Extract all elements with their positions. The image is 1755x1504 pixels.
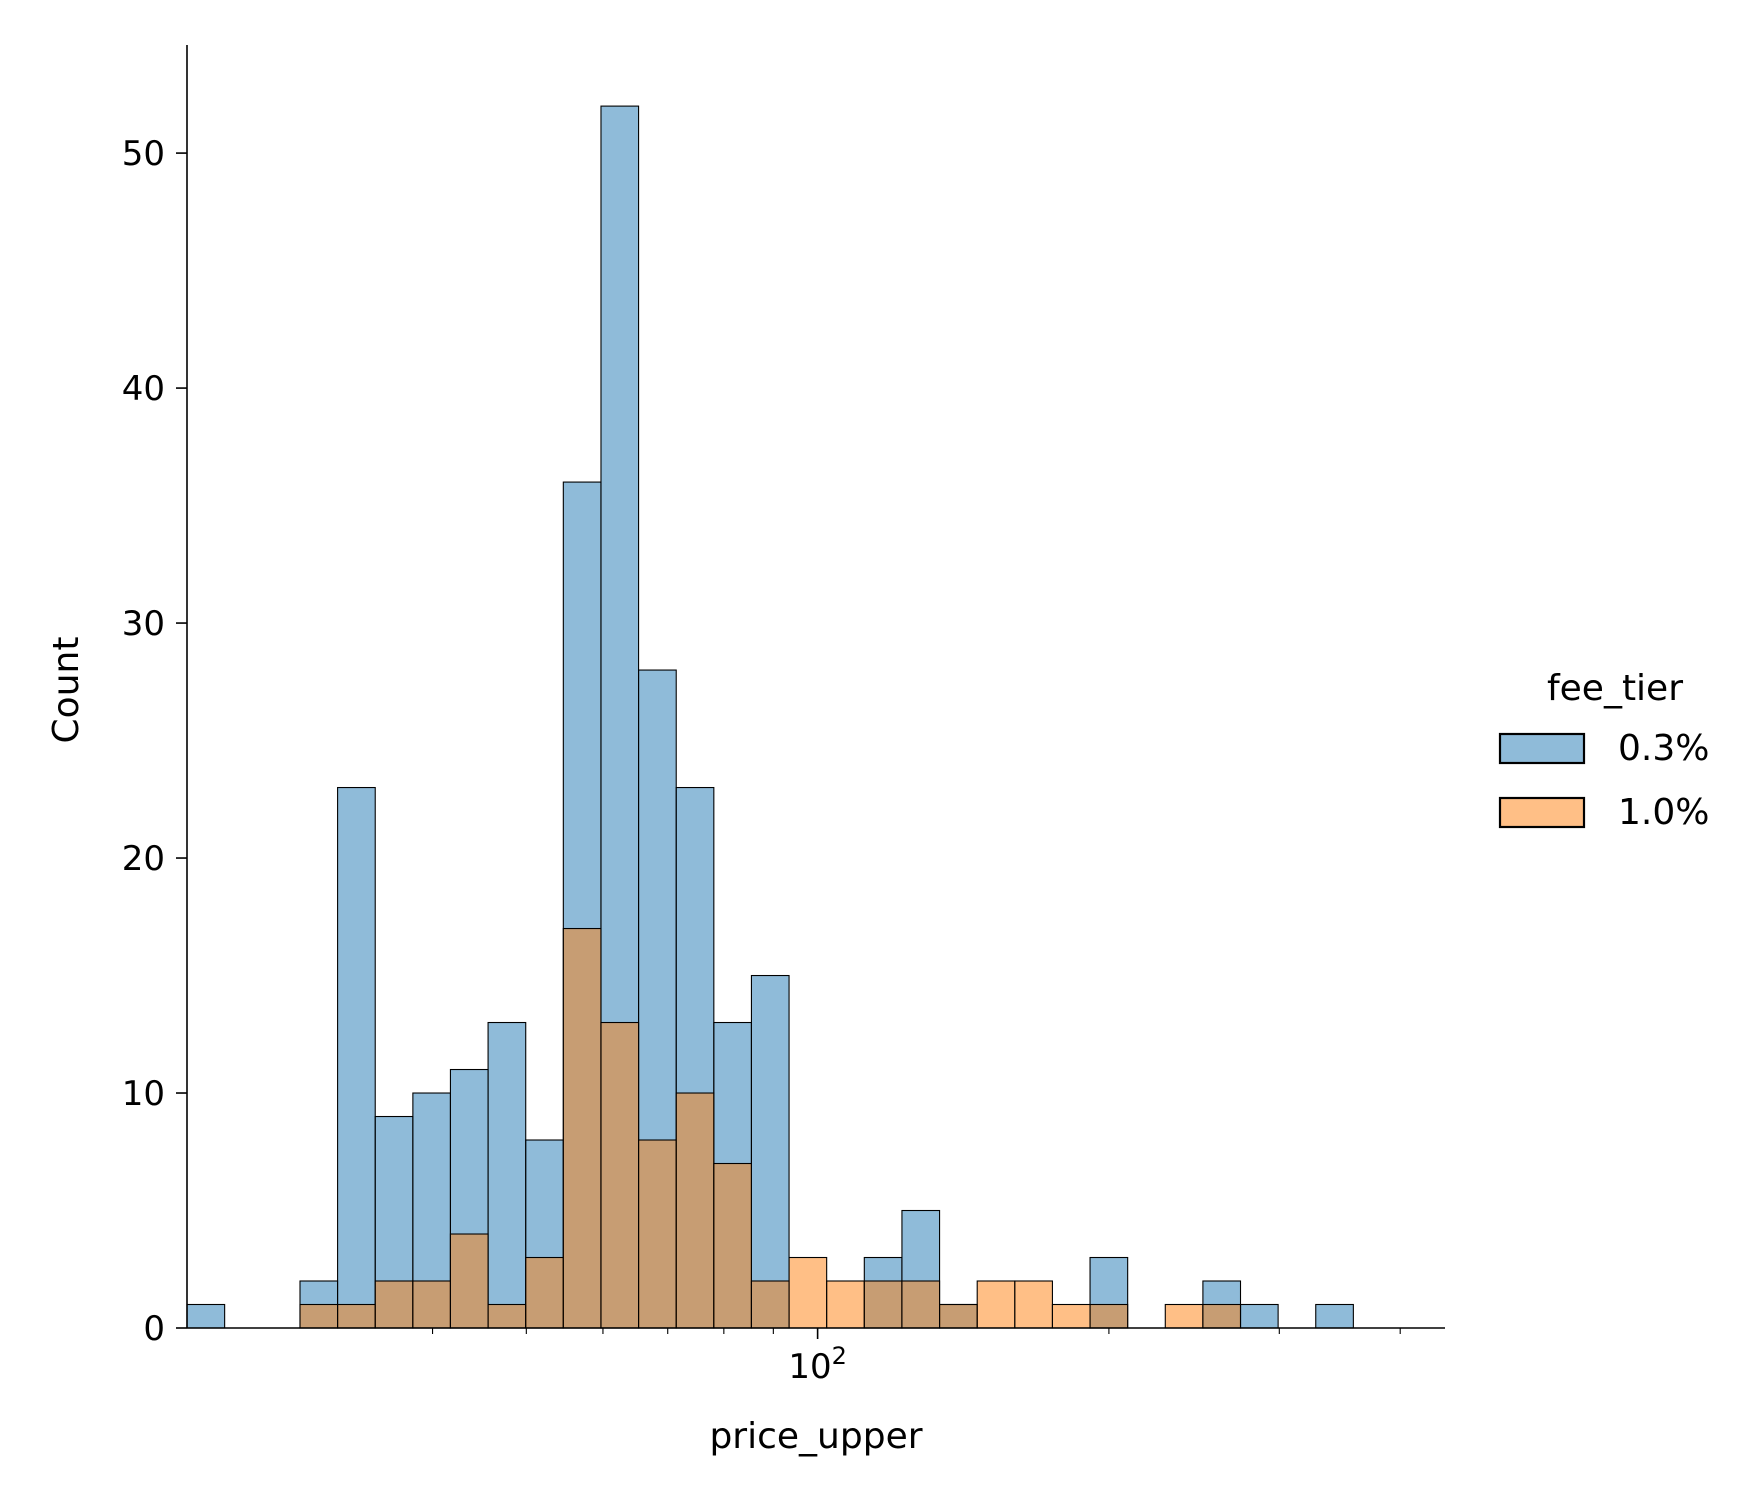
histogram-bar — [788, 1256, 828, 1329]
histogram-bar — [337, 786, 376, 1329]
histogram-bar — [939, 1303, 978, 1329]
histogram-bar — [299, 1303, 339, 1329]
histogram-bar — [901, 1280, 941, 1329]
legend-swatch — [1498, 732, 1586, 765]
histogram-bar — [863, 1280, 903, 1329]
series-1-bars — [186, 105, 1354, 1329]
legend-items: 0.3% 1.0% — [1498, 728, 1709, 833]
y-tick-label: 10 — [122, 1074, 165, 1114]
legend: fee_tier 0.3% 1.0% — [1498, 668, 1709, 833]
y-tick-label: 30 — [122, 604, 165, 644]
histogram-bar — [525, 1256, 564, 1329]
histogram-bar — [750, 1280, 790, 1329]
y-tick-label: 40 — [122, 369, 165, 409]
x-tick-label: 102 — [788, 1342, 847, 1387]
y-tick-label: 0 — [143, 1309, 165, 1349]
x-axis-label: price_upper — [709, 1416, 922, 1457]
y-tick-label: 50 — [122, 134, 165, 174]
histogram-bar — [1315, 1303, 1354, 1329]
histogram-bar — [1202, 1303, 1242, 1329]
histogram-bar — [186, 1303, 226, 1329]
bars-layer — [186, 105, 1354, 1329]
y-tick-label: 20 — [122, 839, 165, 879]
legend-swatch — [1498, 796, 1586, 829]
histogram-bar — [412, 1280, 451, 1329]
legend-label: 1.0% — [1618, 792, 1709, 833]
histogram-bar — [449, 1233, 489, 1329]
histogram-bar — [1014, 1280, 1053, 1329]
histogram-bar — [562, 927, 602, 1329]
histogram-bar — [826, 1280, 865, 1329]
histogram-bar — [1239, 1303, 1279, 1329]
y-axis-label: Count — [46, 637, 87, 744]
histogram-bar — [675, 1092, 715, 1329]
histogram-bar — [713, 1162, 752, 1329]
axes-layer — [186, 45, 1445, 1329]
histogram-bar — [976, 1280, 1016, 1329]
histogram-bar — [1089, 1303, 1129, 1329]
histogram-bar — [638, 1139, 677, 1329]
legend-title: fee_tier — [1547, 668, 1683, 709]
histogram-bar — [1051, 1303, 1091, 1329]
histogram-bar — [600, 1021, 640, 1329]
legend-label: 0.3% — [1618, 728, 1709, 769]
histogram-bar — [1164, 1303, 1204, 1329]
y-ticks: 0 10 20 30 40 50 — [122, 134, 187, 1349]
x-ticks: 102 — [431, 1328, 1401, 1387]
series-2-bars — [299, 927, 1242, 1329]
histogram-bar — [374, 1280, 414, 1329]
histogram-bar — [487, 1303, 527, 1329]
histogram-bar — [337, 1303, 376, 1329]
histogram-bar — [487, 1021, 527, 1329]
histogram-bar — [750, 974, 790, 1329]
